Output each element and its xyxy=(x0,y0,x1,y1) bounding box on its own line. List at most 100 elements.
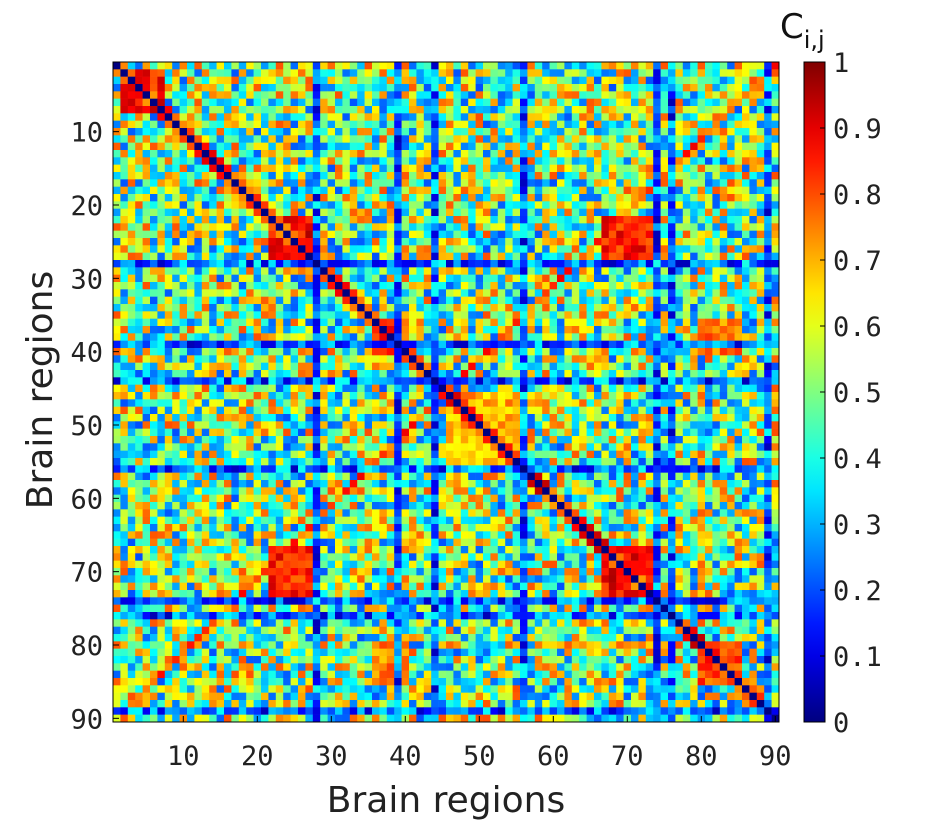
heatmap-cell xyxy=(631,267,639,275)
heatmap-cell xyxy=(150,84,158,92)
heatmap-cell xyxy=(275,274,284,283)
heatmap-cell xyxy=(564,274,573,283)
heatmap-cell xyxy=(238,142,247,151)
heatmap-cell xyxy=(261,428,269,437)
heatmap-cell xyxy=(135,164,143,173)
heatmap-cell xyxy=(564,399,573,407)
heatmap-cell xyxy=(549,113,558,121)
heatmap-cell xyxy=(505,128,513,136)
heatmap-cell xyxy=(305,392,314,400)
heatmap-cell xyxy=(416,377,425,385)
heatmap-cell xyxy=(194,362,203,371)
heatmap-cell xyxy=(386,465,395,473)
heatmap-cell xyxy=(386,194,395,202)
heatmap-cell xyxy=(179,91,188,99)
heatmap-cell xyxy=(586,76,595,85)
heatmap-cell xyxy=(527,392,536,400)
heatmap-cell xyxy=(705,458,713,466)
heatmap-cell xyxy=(298,428,306,437)
heatmap-cell xyxy=(579,91,587,99)
heatmap-cell xyxy=(512,362,521,371)
heatmap-cell xyxy=(697,245,706,253)
heatmap-cell xyxy=(468,142,476,151)
heatmap-cell xyxy=(645,333,654,341)
heatmap-cell xyxy=(135,260,143,268)
heatmap-cell xyxy=(135,340,143,349)
heatmap-cell xyxy=(253,260,262,268)
heatmap-cell xyxy=(512,348,521,356)
heatmap-cell xyxy=(283,450,291,459)
heatmap-cell xyxy=(571,348,580,356)
heatmap-cell xyxy=(298,384,306,393)
heatmap-cell xyxy=(586,84,595,92)
heatmap-cell xyxy=(268,186,277,195)
heatmap-cell xyxy=(172,282,180,290)
heatmap-cell xyxy=(497,355,506,363)
heatmap-cell xyxy=(579,392,587,400)
heatmap-cell xyxy=(172,135,180,143)
heatmap-cell xyxy=(327,201,336,209)
heatmap-cell xyxy=(438,428,447,437)
heatmap-cell xyxy=(549,223,558,231)
heatmap-cell xyxy=(608,91,617,99)
heatmap-cell xyxy=(697,348,706,356)
heatmap-cell xyxy=(505,245,513,253)
heatmap-cell xyxy=(660,179,669,187)
heatmap-cell xyxy=(216,245,225,253)
heatmap-cell xyxy=(201,296,210,305)
heatmap-cell xyxy=(564,76,573,85)
heatmap-cell xyxy=(719,399,728,407)
heatmap-cell xyxy=(253,208,262,217)
heatmap-cell xyxy=(631,84,639,92)
heatmap-cell xyxy=(305,333,314,341)
heatmap-cell xyxy=(246,230,254,239)
heatmap-cell xyxy=(497,436,506,444)
heatmap-cell xyxy=(668,216,676,224)
heatmap-cell xyxy=(401,113,410,121)
heatmap-cell xyxy=(520,311,528,319)
heatmap-cell xyxy=(446,186,454,195)
heatmap-cell xyxy=(697,362,706,371)
heatmap-cell xyxy=(157,172,166,180)
heatmap-cell xyxy=(705,362,713,371)
heatmap-cell xyxy=(342,69,351,77)
heatmap-cell xyxy=(305,150,314,158)
heatmap-cell xyxy=(712,142,721,151)
heatmap-cell xyxy=(357,179,365,187)
heatmap-cell xyxy=(446,91,454,99)
heatmap-cell xyxy=(727,428,735,437)
heatmap-cell xyxy=(135,106,143,114)
heatmap-cell xyxy=(416,62,425,70)
heatmap-cell xyxy=(690,238,698,246)
heatmap-cell xyxy=(668,128,676,136)
heatmap-cell xyxy=(305,436,314,444)
heatmap-cell xyxy=(453,84,462,92)
heatmap-cell xyxy=(394,142,402,151)
heatmap-cell xyxy=(209,296,217,305)
heatmap-cell xyxy=(327,384,336,393)
heatmap-cell xyxy=(631,157,639,165)
heatmap-cell xyxy=(179,355,188,363)
heatmap-cell xyxy=(312,179,321,187)
heatmap-cell xyxy=(135,179,143,187)
heatmap-cell xyxy=(179,238,188,246)
heatmap-cell xyxy=(113,450,121,459)
heatmap-cell xyxy=(357,348,365,356)
heatmap-cell xyxy=(645,62,654,70)
heatmap-cell xyxy=(453,267,462,275)
heatmap-cell xyxy=(712,326,721,334)
heatmap-cell xyxy=(697,318,706,327)
heatmap-cell xyxy=(349,318,358,327)
heatmap-cell xyxy=(638,443,647,451)
heatmap-cell xyxy=(261,172,269,180)
heatmap-cell xyxy=(142,135,151,143)
heatmap-cell xyxy=(372,142,380,151)
heatmap-cell xyxy=(756,84,765,92)
heatmap-cell xyxy=(564,91,573,99)
heatmap-cell xyxy=(327,120,336,129)
heatmap-cell xyxy=(150,62,158,70)
heatmap-cell xyxy=(164,194,173,202)
heatmap-cell xyxy=(298,260,306,268)
heatmap-cell xyxy=(712,355,721,363)
heatmap-cell xyxy=(253,194,262,202)
